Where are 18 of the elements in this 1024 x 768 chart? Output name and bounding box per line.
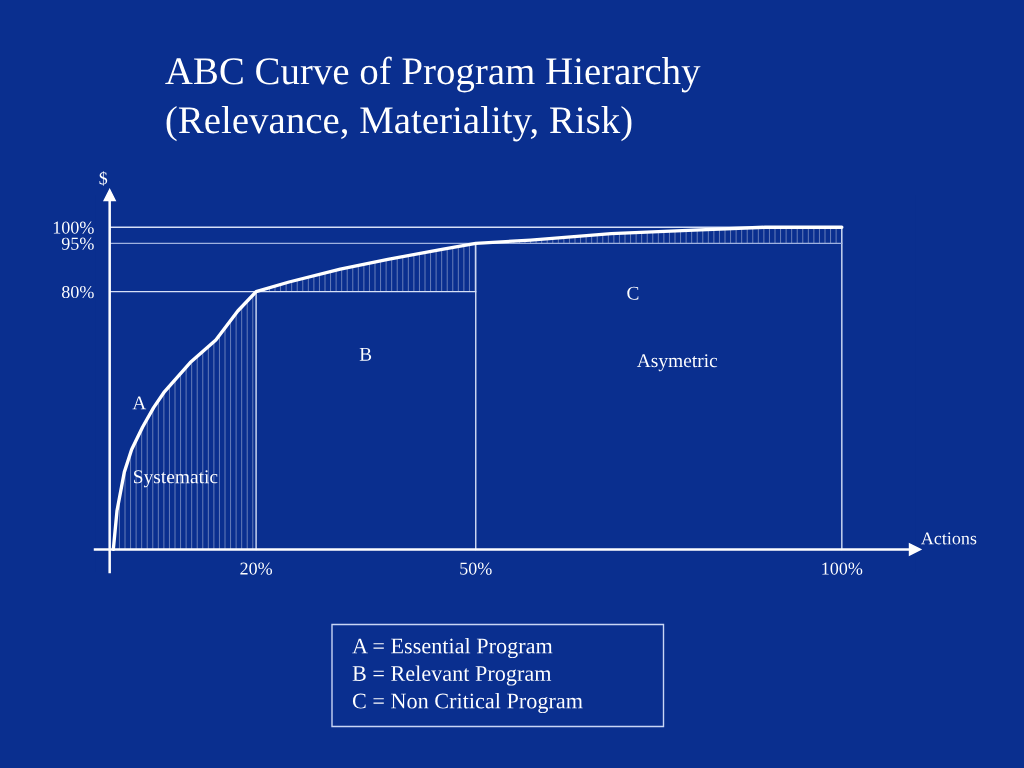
annotation: C xyxy=(627,286,639,300)
chart-title: ABC Curve of Program Hierarchy xyxy=(165,56,701,93)
annotation: Systematic xyxy=(134,470,218,488)
annotation: A xyxy=(132,396,147,410)
x-tick-label: 20% xyxy=(240,562,273,575)
y-tick-label: 95% xyxy=(61,237,94,250)
text: B = Relevant Program xyxy=(352,665,552,686)
x-tick-label: 100% xyxy=(822,562,863,575)
text: A = Essential Program xyxy=(352,637,553,659)
y-tick-label: 100% xyxy=(53,221,94,234)
annotation: Asymetric xyxy=(636,354,718,372)
annotation: B xyxy=(359,347,372,361)
x-tick-label: 50% xyxy=(460,562,492,575)
text: C = Non Critical Program xyxy=(352,692,583,714)
chart-subtitle: (Relevance, Materiality, Risk) xyxy=(166,106,632,142)
y-tick-label: 80% xyxy=(61,285,94,299)
x-axis-title: Actions xyxy=(920,532,977,545)
y-axis-title: $ xyxy=(99,171,108,186)
